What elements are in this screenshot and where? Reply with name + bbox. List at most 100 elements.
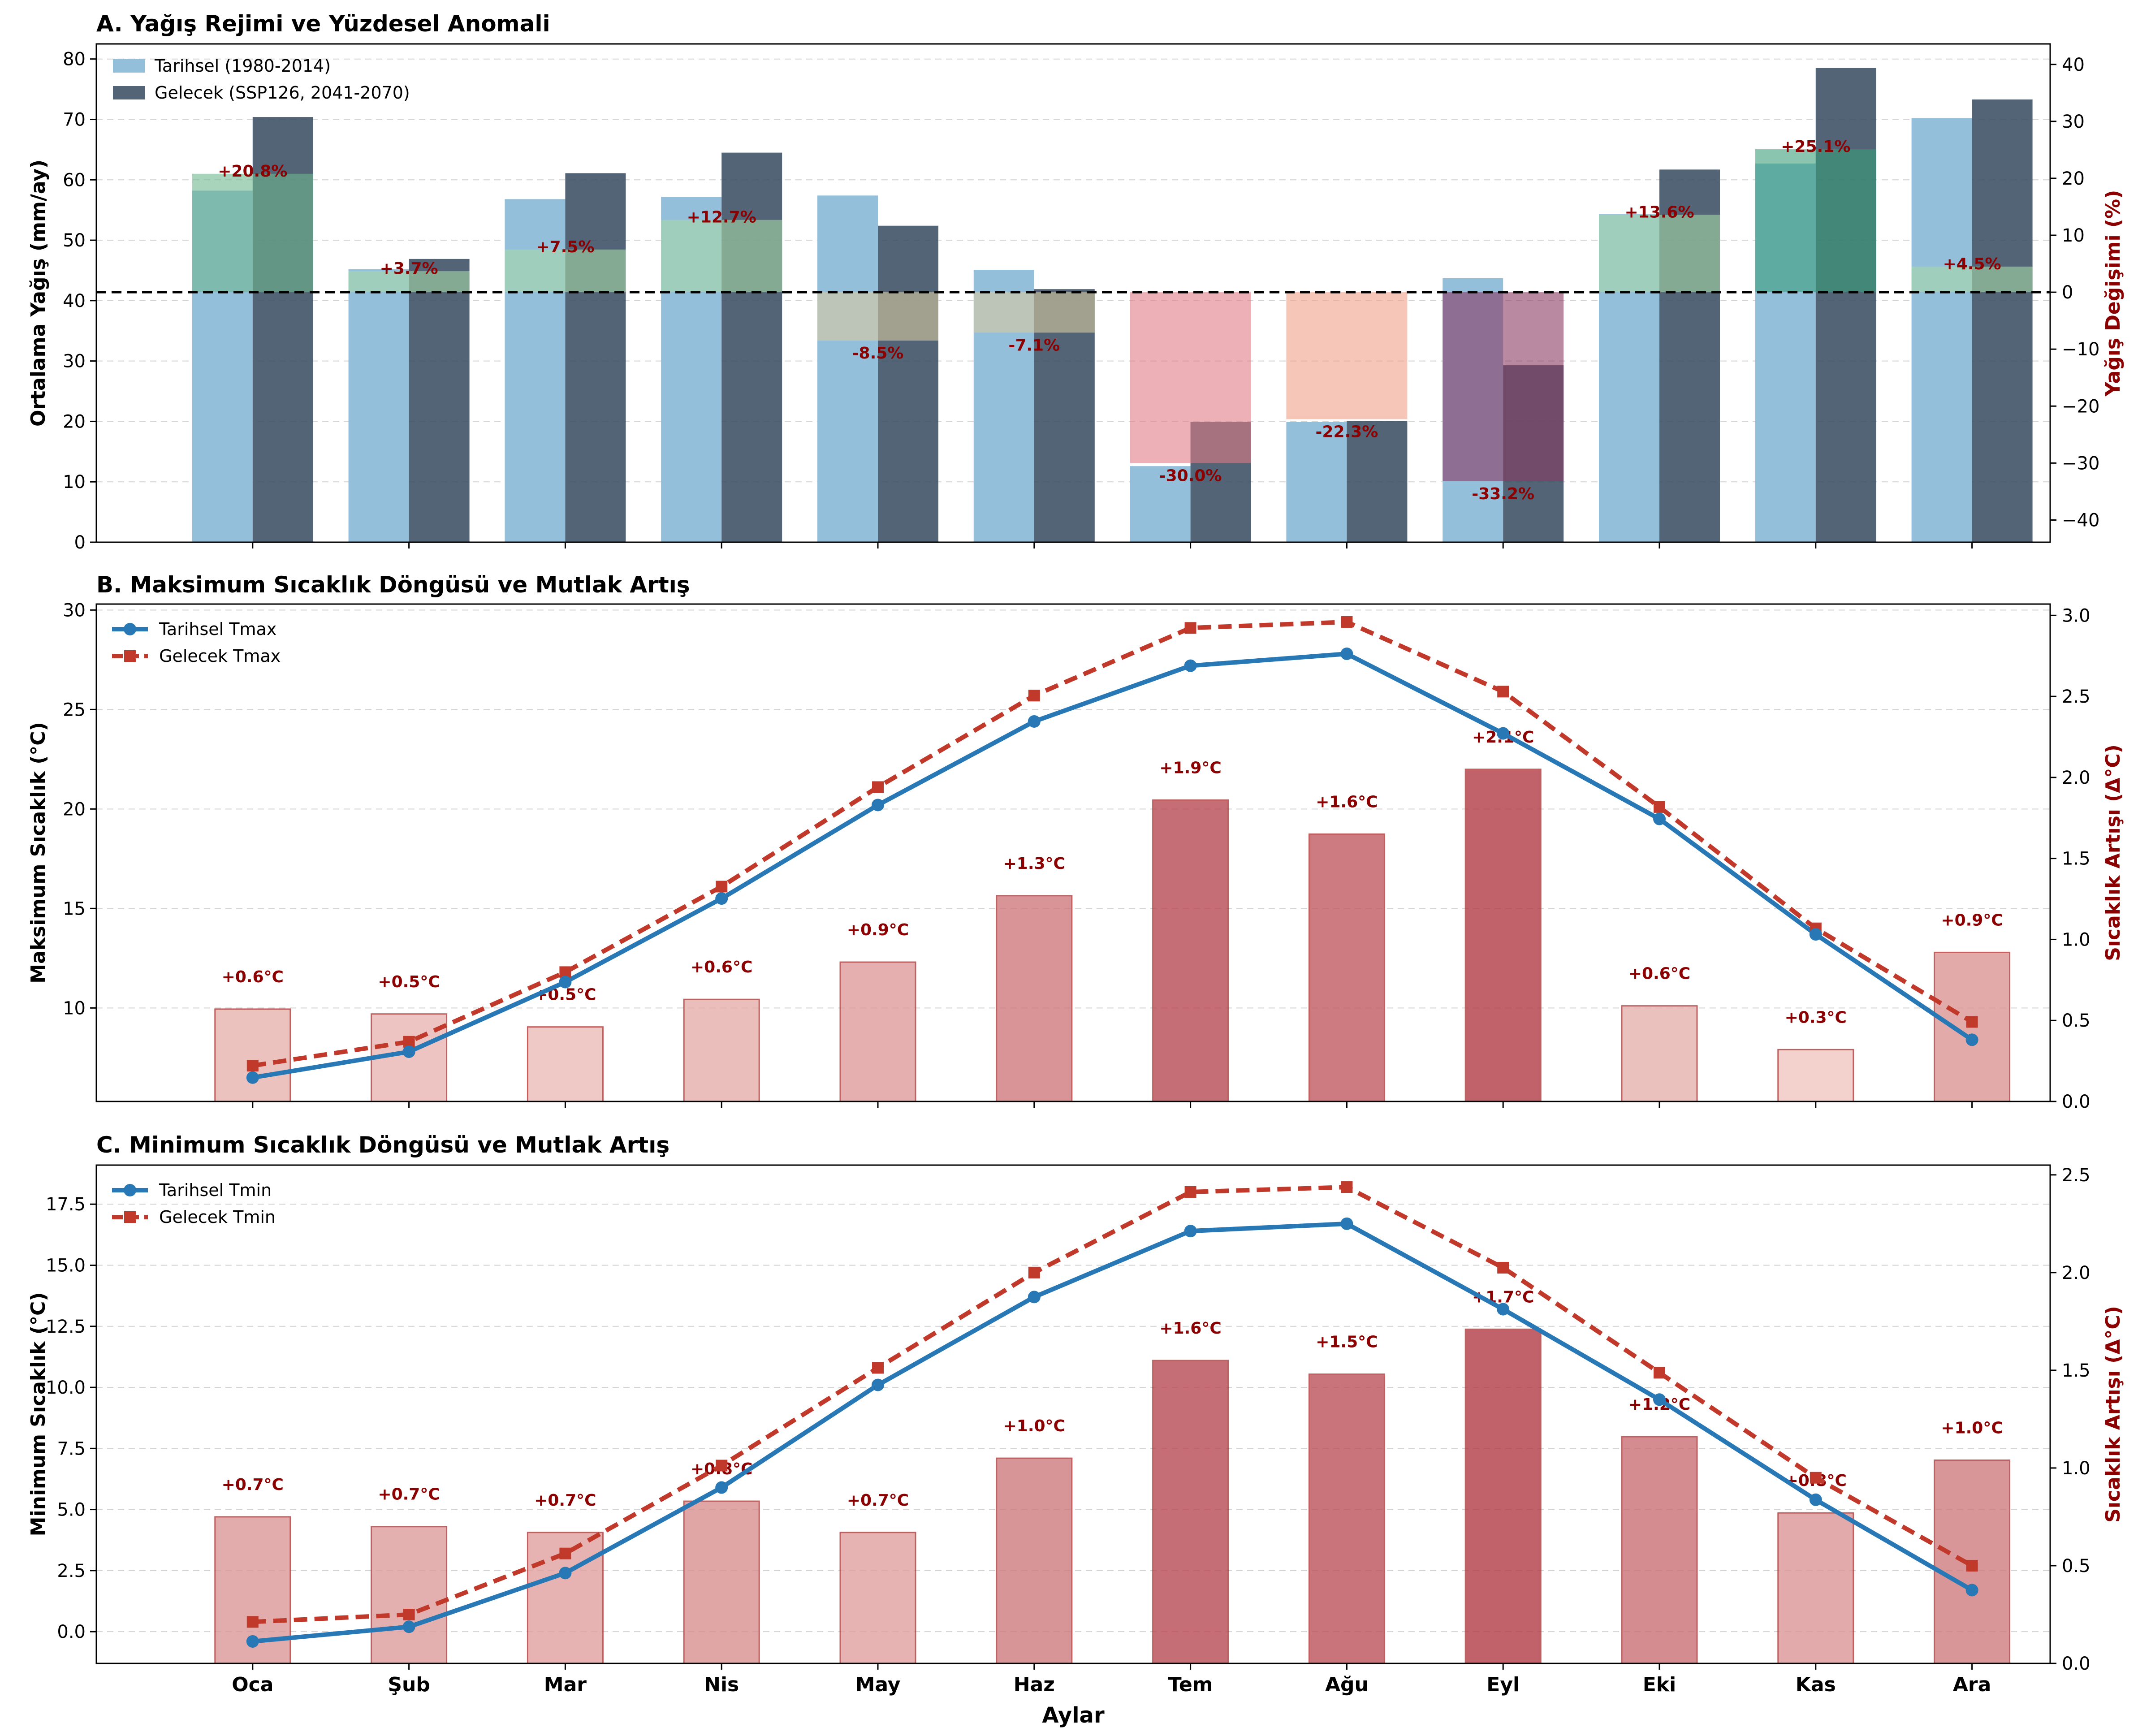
increase-label-agu: +1.5°C xyxy=(1316,1333,1378,1352)
right-tick-label: 2.0 xyxy=(2062,1263,2090,1283)
left-tick-label: 25 xyxy=(63,700,86,720)
x-tick-label-agu: Ağu xyxy=(1325,1673,1369,1696)
increase-bar-nis xyxy=(683,1500,760,1664)
increase-label-mar: +0.7°C xyxy=(534,1491,596,1510)
increase-bar-kas xyxy=(1777,1512,1854,1664)
x-tick-label-haz: Haz xyxy=(1014,1673,1055,1696)
anomaly-label-nis: +12.7% xyxy=(687,208,756,227)
point-historical-mar xyxy=(559,1567,572,1580)
point-historical-kas xyxy=(1809,928,1822,941)
anomaly-labels: +20.8% +3.7% +7.5% +12.7% -8.5% -7.1% -30.0% -2… xyxy=(218,138,2001,503)
line-future xyxy=(252,619,1974,1068)
legend-label-future: Gelecek Tmax xyxy=(159,646,281,666)
point-future-sub xyxy=(403,1608,415,1620)
point-historical-may xyxy=(872,1378,884,1391)
anomaly-label-eyl: -33.2% xyxy=(1472,485,1534,503)
legend-label-historical: Tarihsel Tmax xyxy=(159,619,276,639)
increase-bars xyxy=(214,769,2011,1102)
point-historical-eyl xyxy=(1497,1303,1510,1316)
x-tick-label-eki: Eki xyxy=(1643,1673,1676,1696)
right-tick-label: −10 xyxy=(2062,339,2099,360)
anomaly-label-haz: -7.1% xyxy=(1008,336,1060,354)
x-axis-shared: Oca Şub Mar Nis May Haz Tem Ağu Eyl Eki Kas Ara Ayla… xyxy=(232,1673,1991,1728)
increase-label-sub: +0.5°C xyxy=(378,973,440,991)
point-future-nis xyxy=(716,881,728,893)
increase-bar-tem xyxy=(1152,799,1229,1102)
left-tick-label: 60 xyxy=(63,170,86,190)
increase-label-haz: +1.0°C xyxy=(1003,1417,1065,1435)
left-tick-label: 10 xyxy=(63,998,86,1019)
point-future-eki xyxy=(1654,1367,1665,1379)
increase-bar-tem xyxy=(1152,1360,1229,1664)
left-tick-label: 12.5 xyxy=(46,1317,86,1337)
bar-future-ara xyxy=(1972,99,2033,542)
left-tick-label: 30 xyxy=(63,600,86,621)
right-tick-label: 3.0 xyxy=(2062,605,2090,626)
increase-label-sub: +0.7°C xyxy=(378,1486,440,1504)
line-historical xyxy=(252,652,1974,1080)
left-tick-label: 15 xyxy=(63,898,86,919)
bar-historical-ara xyxy=(1911,118,1972,543)
right-tick-label: 1.5 xyxy=(2062,1360,2090,1381)
panel-title: C. Minimum Sıcaklık Döngüsü ve Mutlak Ar… xyxy=(96,1132,669,1158)
right-tick-label: 10 xyxy=(2062,225,2085,246)
grid-lines xyxy=(96,609,2050,1009)
increase-bar-nis xyxy=(683,998,760,1102)
point-future-may xyxy=(872,781,884,793)
point-future-mar xyxy=(559,1547,571,1559)
y-axis-label: Maksimum Sıcaklık (°C) xyxy=(27,722,50,983)
point-future-oca xyxy=(246,1616,259,1628)
point-future-kas xyxy=(1810,1472,1822,1484)
right-tick-label: 0.5 xyxy=(2062,1011,2090,1031)
legend-marker-future xyxy=(124,650,136,662)
panel-c: C. Minimum Sıcaklık Döngüsü ve Mutlak Ar… xyxy=(27,1132,2125,1674)
right-tick-label: 2.0 xyxy=(2062,768,2090,788)
left-axis: 0 10 20 30 40 50 60 70 80 xyxy=(63,49,96,553)
anomaly-bar-oca xyxy=(192,173,313,293)
panel-title: B. Maksimum Sıcaklık Döngüsü ve Mutlak A… xyxy=(96,572,690,598)
x-tick-label-kas: Kas xyxy=(1796,1673,1836,1696)
increase-label-tem: +1.9°C xyxy=(1159,759,1221,777)
point-historical-sub xyxy=(402,1620,415,1633)
point-future-tem xyxy=(1184,622,1196,634)
point-future-ara xyxy=(1966,1559,1978,1572)
increase-bar-eki xyxy=(1621,1005,1698,1102)
increase-bars xyxy=(214,1328,2011,1664)
increase-bar-mar xyxy=(527,1026,604,1102)
bar-historical-may xyxy=(817,195,878,542)
point-future-eyl xyxy=(1497,686,1509,698)
legend-swatch-future xyxy=(113,86,145,99)
point-historical-sub xyxy=(402,1045,415,1058)
anomaly-label-eki: +13.6% xyxy=(1624,203,1694,221)
right-tick-label: 20 xyxy=(2062,168,2085,189)
plot-frame xyxy=(95,43,2051,543)
point-historical-oca xyxy=(246,1635,259,1648)
left-tick-label: 15.0 xyxy=(46,1255,86,1276)
increase-label-nis: +0.6°C xyxy=(691,958,752,976)
y-axis-right-label: Yağış Değişimi (%) xyxy=(2102,190,2125,397)
left-tick-label: 10 xyxy=(63,472,86,492)
right-axis: 0.0 0.5 1.0 1.5 2.0 2.5 3.0 xyxy=(2050,605,2090,1112)
left-tick-label: 40 xyxy=(63,291,86,311)
increase-bar-agu xyxy=(1308,833,1385,1102)
x-tick-label-oca: Oca xyxy=(232,1673,273,1696)
point-future-oca xyxy=(246,1060,259,1072)
increase-label-haz: +1.3°C xyxy=(1003,855,1065,873)
increase-label-may: +0.9°C xyxy=(847,921,909,939)
point-future-eyl xyxy=(1497,1261,1509,1274)
legend-marker-historical xyxy=(124,1184,136,1196)
anomaly-label-tem: -30.0% xyxy=(1159,466,1222,485)
left-axis: 10 15 20 25 30 xyxy=(63,600,96,1019)
right-tick-label: 2.5 xyxy=(2062,687,2090,707)
point-future-agu xyxy=(1341,1181,1353,1193)
right-tick-label: 2.5 xyxy=(2062,1165,2090,1186)
left-tick-label: 0 xyxy=(74,532,86,553)
point-historical-eki xyxy=(1653,812,1666,825)
left-tick-label: 2.5 xyxy=(57,1561,86,1581)
increase-label-tem: +1.6°C xyxy=(1159,1319,1221,1338)
right-tick-label: 40 xyxy=(2062,55,2085,75)
increase-labels: +0.6°C +0.5°C +0.5°C +0.6°C +0.9°C +1.3°C +1.9… xyxy=(222,728,2003,1027)
increase-label-ara: +0.9°C xyxy=(1941,911,2003,929)
anomaly-label-mar: +7.5% xyxy=(536,238,594,256)
